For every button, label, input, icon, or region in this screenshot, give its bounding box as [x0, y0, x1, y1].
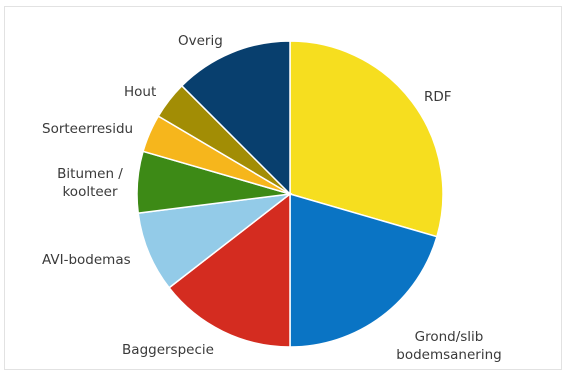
- pie-label-bitumen-koolteer: Bitumen / koolteer: [57, 166, 123, 200]
- pie-label-sorteerresidu: Sorteerresidu: [42, 121, 133, 137]
- pie-slice-rdf: [289, 40, 444, 238]
- pie-label-hout: Hout: [124, 84, 156, 100]
- pie-label-overig: Overig: [178, 33, 223, 49]
- pie-labels: RDF Grond/slib bodemsanering Baggerspecie AV…: [42, 33, 502, 363]
- pie-slices: [136, 40, 444, 348]
- chart-frame: [4, 6, 562, 370]
- pie-slice-grond-slib-bodemsanering: [289, 193, 438, 348]
- pie-slice-baggerspecie: [168, 192, 291, 348]
- pie-label-rdf: RDF: [424, 89, 452, 105]
- pie-label-grond-slib-bodemsanering: Grond/slib bodemsanering: [396, 329, 501, 363]
- pie-slice-overig: [180, 40, 291, 196]
- pie-label-avi-bodemas: AVI-bodemas: [42, 252, 131, 268]
- pie-label-baggerspecie: Baggerspecie: [122, 342, 214, 358]
